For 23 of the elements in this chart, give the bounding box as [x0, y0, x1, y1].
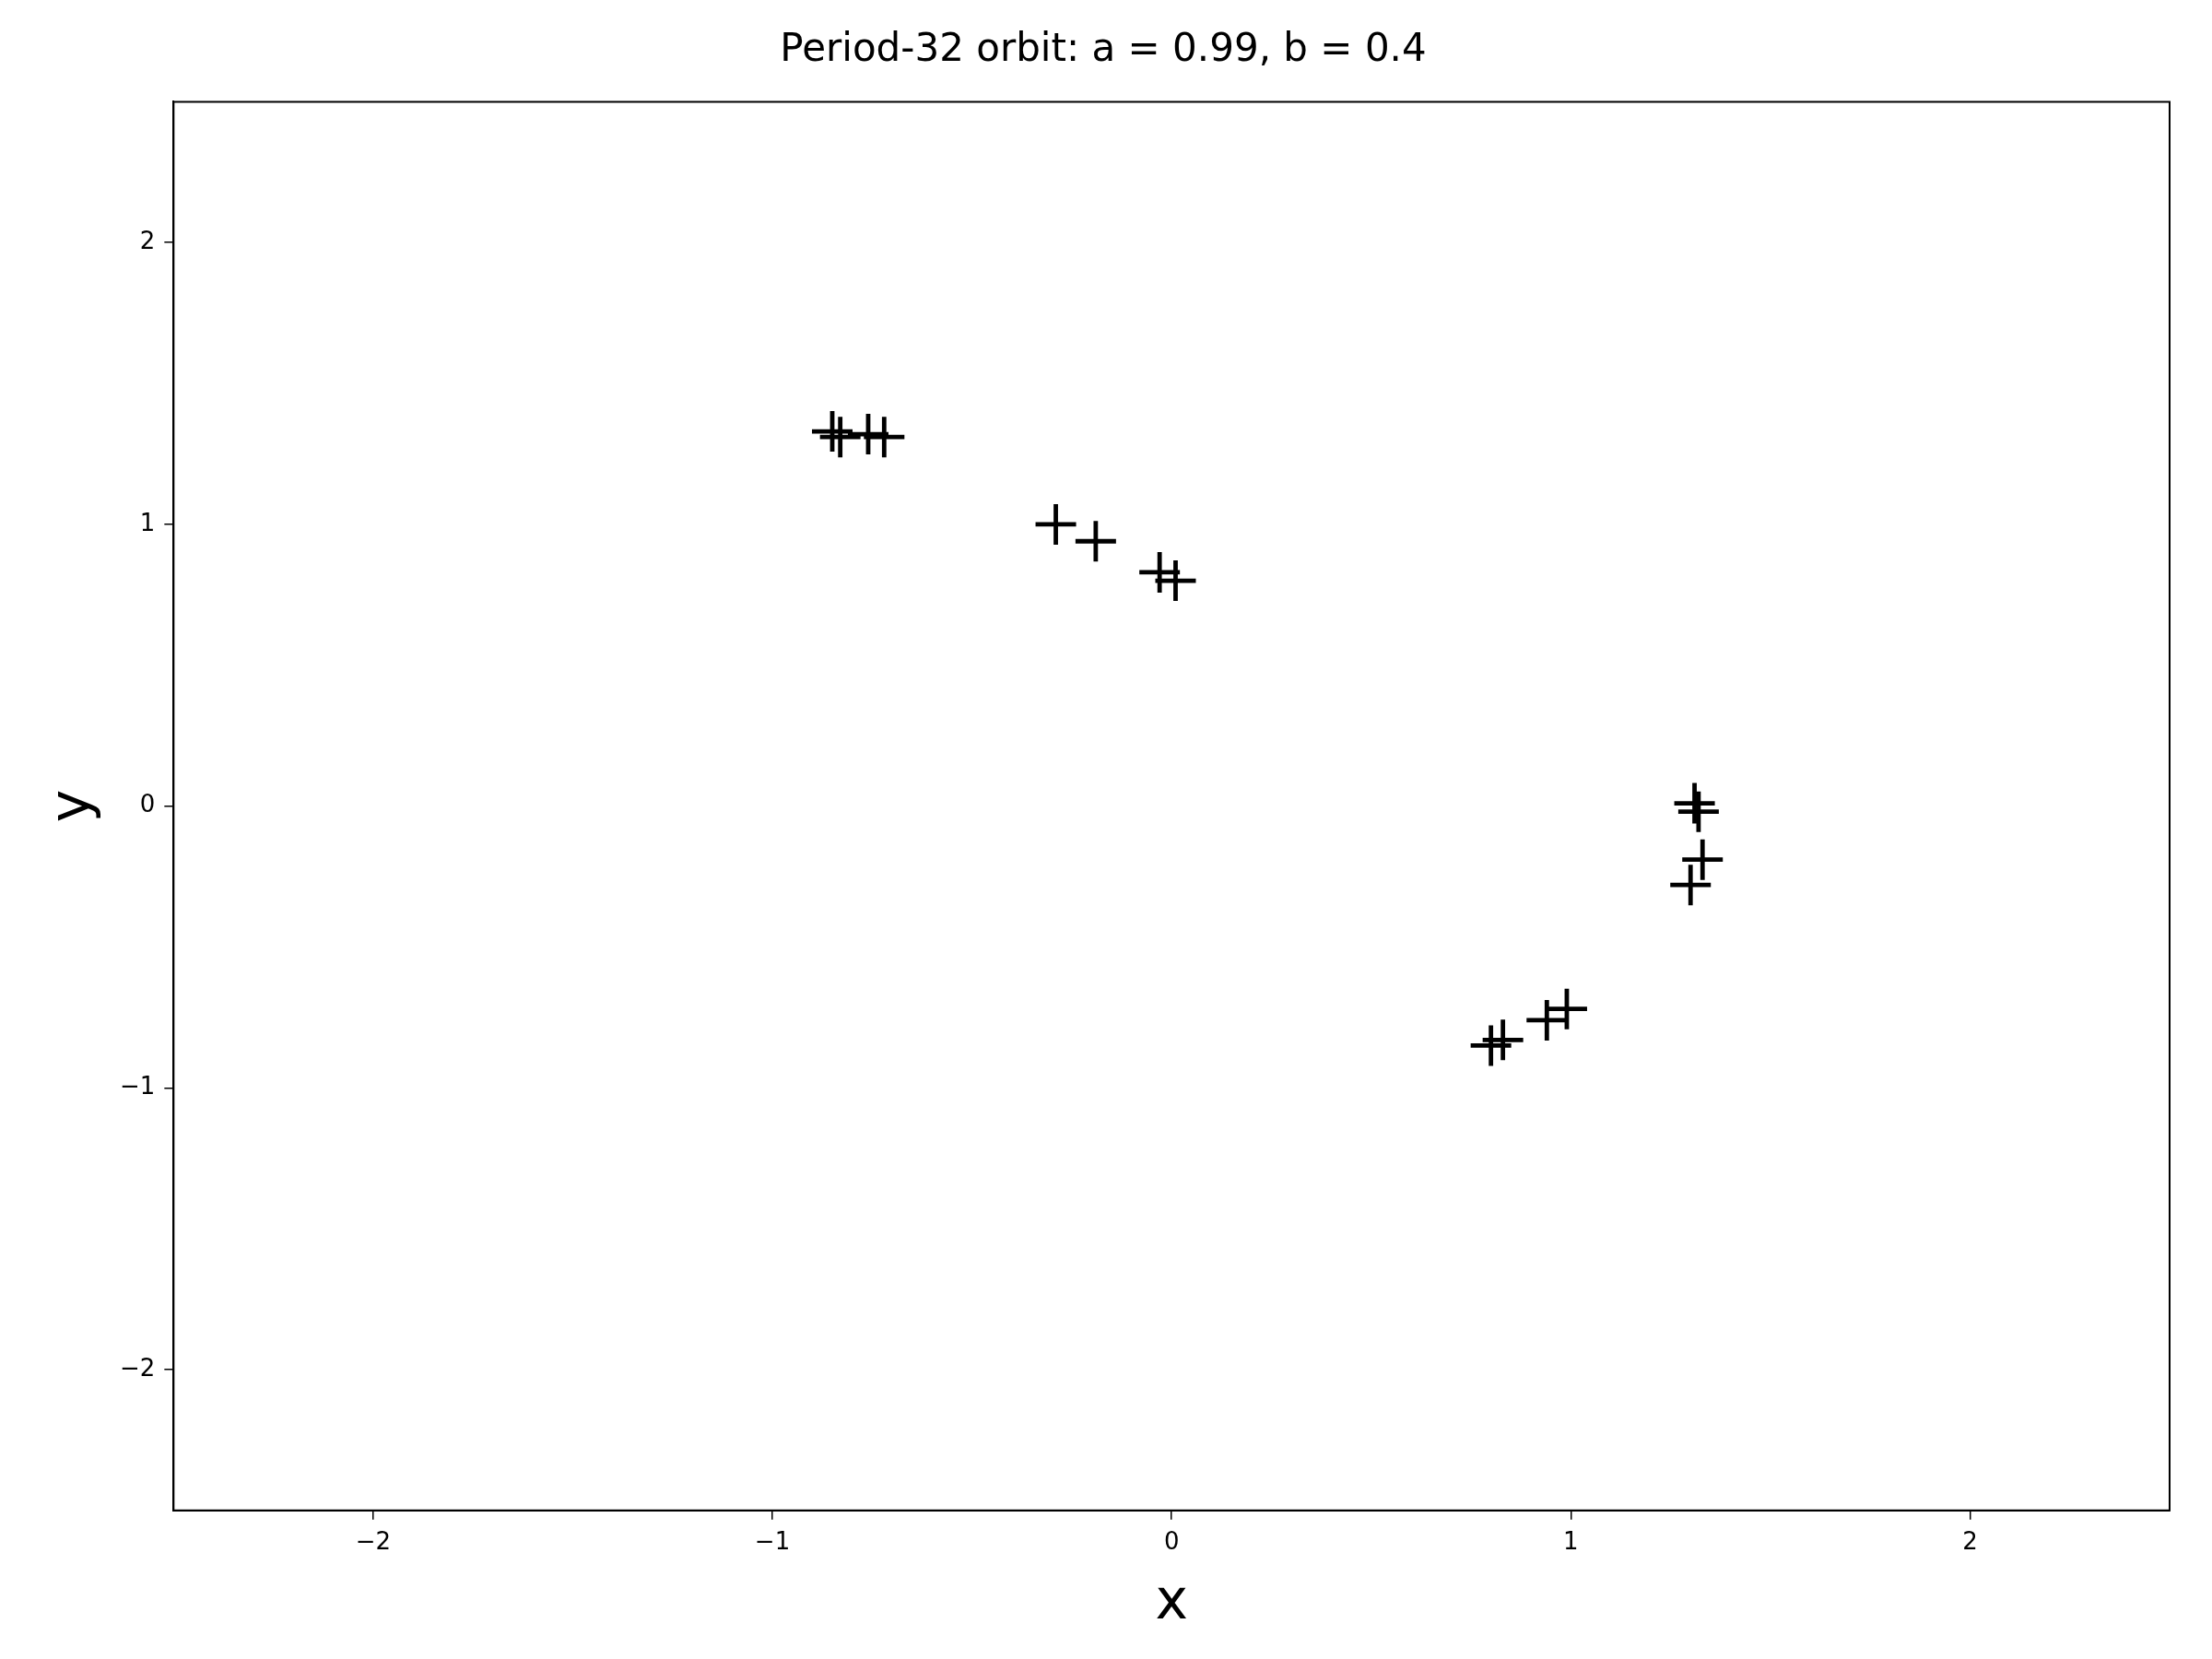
point — [1670, 865, 1712, 906]
y-tick-label: 2 — [139, 226, 156, 254]
x-tick-label: −2 — [355, 1527, 392, 1556]
x-tick-label: 0 — [1163, 1527, 1180, 1556]
x-tick-label: 1 — [1563, 1527, 1579, 1556]
x-tick-label: 2 — [1962, 1527, 1978, 1556]
point — [1035, 503, 1077, 545]
point — [819, 417, 861, 458]
y-tick-label: 1 — [139, 508, 156, 536]
y-tick-label: −2 — [120, 1353, 156, 1382]
y-tick-label: 0 — [139, 790, 156, 818]
y-axis-title: y — [36, 789, 101, 823]
y-tick-label: −1 — [120, 1072, 156, 1100]
point — [1482, 1019, 1524, 1061]
x-tick-label: −1 — [754, 1527, 791, 1556]
point — [1546, 988, 1587, 1030]
chart-title: Period-32 orbit: a = 0.99, b = 0.4 — [780, 25, 1427, 71]
point — [1677, 791, 1719, 832]
point — [1682, 839, 1724, 880]
x-axis-title: x — [1155, 1566, 1188, 1631]
point — [1075, 521, 1116, 562]
point — [1155, 560, 1196, 602]
point — [864, 417, 905, 458]
